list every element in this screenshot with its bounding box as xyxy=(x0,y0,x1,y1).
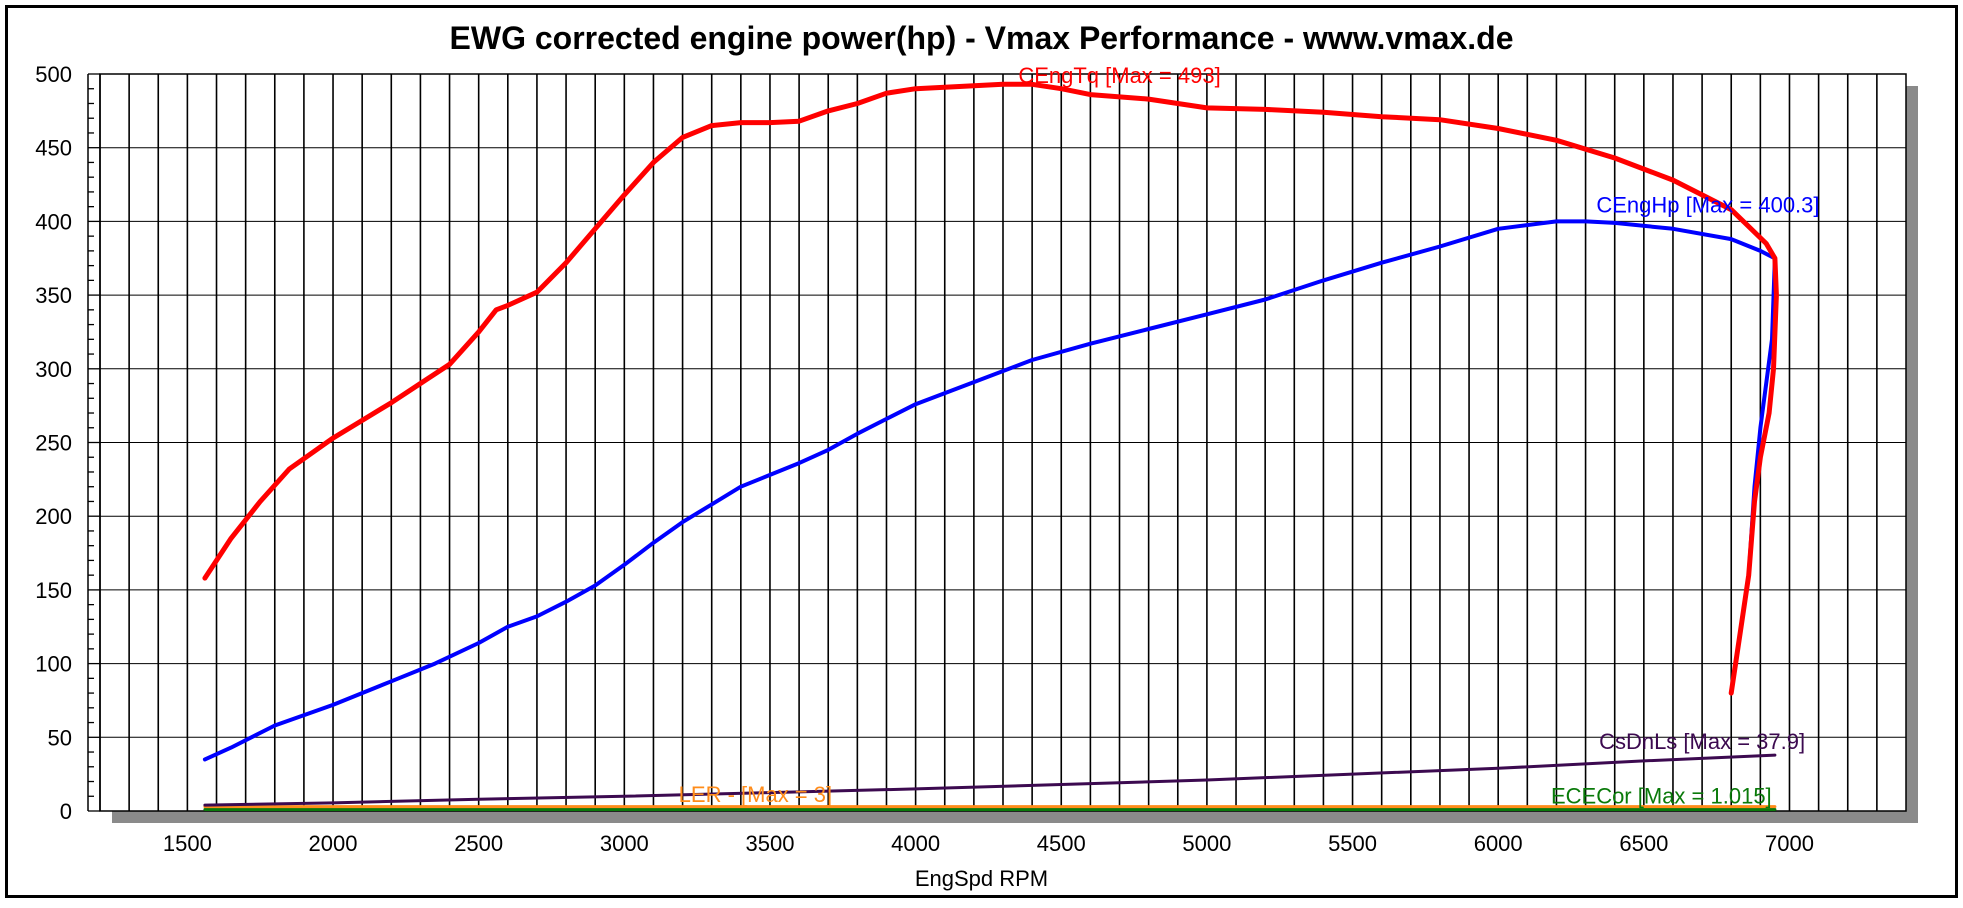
x-tick-label: 5500 xyxy=(1328,831,1377,856)
chart-frame: EWG corrected engine power(hp) - Vmax Pe… xyxy=(5,5,1958,898)
y-tick-label: 300 xyxy=(35,357,72,382)
y-tick-label: 500 xyxy=(35,62,72,87)
series-line-csdnls xyxy=(203,753,1777,807)
x-tick-label: 4500 xyxy=(1037,831,1086,856)
x-tick-label: 1500 xyxy=(163,831,212,856)
x-tick-label: 2000 xyxy=(309,831,358,856)
series-label-csdnls: CsDnLs [Max = 37.9] xyxy=(1599,729,1805,754)
y-tick-label: 250 xyxy=(35,431,72,456)
series-line-cengtq xyxy=(202,81,1779,696)
y-tick-label: 450 xyxy=(35,136,72,161)
series-label-ler: LER - [Max = 3] xyxy=(679,782,832,807)
x-tick-label: 6000 xyxy=(1474,831,1523,856)
series-line-cenghp xyxy=(202,219,1777,762)
x-tick-label: 5000 xyxy=(1182,831,1231,856)
series-label-ececor: ECECor [Max = 1.015] xyxy=(1551,784,1772,809)
y-tick-label: 400 xyxy=(35,209,72,234)
y-tick-label: 200 xyxy=(35,504,72,529)
x-tick-label: 3500 xyxy=(745,831,794,856)
x-tick-label: 3000 xyxy=(600,831,649,856)
y-tick-label: 350 xyxy=(35,283,72,308)
y-tick-label: 150 xyxy=(35,578,72,603)
x-tick-label: 6500 xyxy=(1619,831,1668,856)
y-tick-label: 50 xyxy=(48,725,72,750)
x-tick-label: 4000 xyxy=(891,831,940,856)
series-label-cenghp: CEngHp [Max = 400.3] xyxy=(1596,193,1819,218)
chart-plot: 0 50 100 150 200 250 300 350 400 450 500 1500 2000 25… xyxy=(35,62,1918,856)
x-tick-label: 7000 xyxy=(1765,831,1814,856)
chart-title: EWG corrected engine power(hp) - Vmax Pe… xyxy=(449,20,1514,56)
series-label-cengtq: CEngTq [Max = 493] xyxy=(1018,63,1220,88)
x-axis-label: EngSpd RPM xyxy=(914,866,1049,891)
y-tick-label: 0 xyxy=(60,799,72,824)
y-tick-label: 100 xyxy=(35,652,72,677)
x-tick-label: 2500 xyxy=(454,831,503,856)
